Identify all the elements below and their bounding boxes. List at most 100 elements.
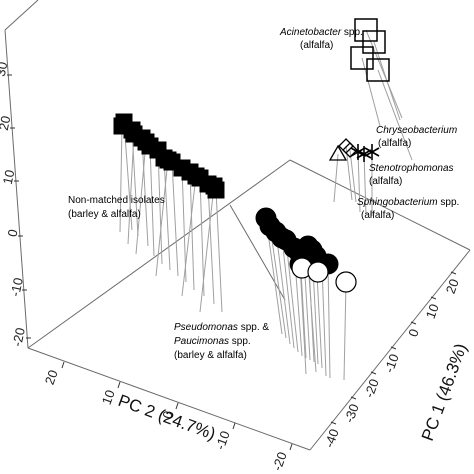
drop-line	[321, 265, 327, 377]
pc1-tick-label: -40	[321, 427, 342, 450]
annotation-plain: spp.	[438, 197, 460, 208]
open-square-marker	[362, 30, 386, 54]
pc2-tick	[232, 422, 236, 430]
drop-line	[299, 263, 307, 375]
markers	[113, 18, 390, 293]
asterisk-marker	[364, 144, 380, 160]
drop-line	[135, 141, 147, 255]
pc1-tick	[410, 321, 417, 325]
drop-line	[281, 237, 295, 349]
pc1-tick	[350, 396, 357, 400]
pc2-tick-label: 20	[42, 368, 61, 387]
pc1-tick	[370, 371, 377, 375]
annotation-chryseobacterium: Chryseobacterium (alfalfa)	[376, 125, 457, 149]
drop-line	[199, 185, 215, 313]
drop-line	[307, 261, 317, 373]
drop-line	[171, 161, 179, 277]
pc2-tick-label: -10	[212, 429, 233, 452]
drop-line	[333, 153, 339, 203]
filled-square-marker	[187, 167, 205, 185]
drop-line	[343, 281, 347, 381]
annotation-line: (alfalfa)	[361, 210, 394, 221]
annotation-line: (barley & alfalfa)	[174, 350, 247, 361]
pc1-tick-label: -30	[341, 402, 362, 425]
drop-line	[141, 137, 149, 247]
open-square-marker	[350, 46, 374, 70]
pc3-tick-label: -10	[7, 276, 26, 298]
open-triangle-marker	[328, 144, 348, 161]
frame-floor-front-right	[309, 249, 471, 451]
pc1-tick	[330, 421, 337, 425]
annotation-plain: spp.	[229, 336, 251, 347]
pc2-tick	[61, 361, 65, 369]
annotation-line: Chryseobacterium	[376, 125, 457, 136]
drop-line	[181, 167, 187, 283]
annotation-acinetobacter: Acinetobacter spp. (alfalfa)	[279, 27, 363, 51]
drop-line	[123, 121, 133, 231]
drop-line	[357, 151, 361, 213]
annotation-line: Acinetobacter spp.	[279, 27, 363, 38]
annotation-line: (alfalfa)	[300, 40, 333, 51]
asterisk-marker	[356, 146, 372, 162]
annotation-italic: Stenotrophomonas	[369, 163, 454, 174]
drop-line	[149, 145, 155, 257]
annotation-line: (barley & alfalfa)	[68, 209, 141, 220]
open-square-marker	[366, 58, 390, 82]
drop-line	[163, 157, 171, 271]
drop-line	[269, 225, 287, 339]
annotation-sphingobacterium: Sphingobacterium spp. (alfalfa)	[357, 197, 459, 221]
open-circle-marker	[335, 271, 357, 293]
annotation-line: Pseudomonas spp. &	[174, 322, 269, 333]
filled-square-marker	[137, 133, 155, 151]
pc3-tick-labels: 30 20 10 0 -10 -20	[0, 60, 28, 347]
drop-line	[157, 149, 163, 265]
pc3-tick-label: 0	[5, 228, 21, 238]
drop-line	[349, 149, 357, 203]
frame-floor-right	[289, 159, 471, 251]
drop-line	[119, 125, 123, 233]
open-diamond-marker	[342, 142, 358, 158]
filled-square-marker	[159, 151, 177, 169]
drop-line	[127, 133, 135, 245]
drop-line	[207, 183, 215, 305]
annotation-line: (alfalfa)	[369, 176, 402, 187]
drop-line	[365, 29, 403, 119]
pc2-tick-label: 10	[99, 388, 118, 407]
tick-marks	[7, 74, 457, 451]
drop-line	[275, 231, 291, 345]
drop-line	[377, 69, 413, 161]
pc1-tick-label: 10	[423, 302, 442, 321]
drop-line	[181, 175, 197, 297]
pc1-tick-label: 0	[405, 327, 422, 339]
pc1-tick-label: -10	[381, 352, 402, 375]
drop-line	[189, 171, 195, 291]
open-square-marker	[354, 18, 378, 42]
filled-square-marker	[205, 177, 223, 195]
drop-line	[361, 57, 381, 127]
annotation-italic: Paucimonas	[174, 336, 229, 347]
annotation-pseudomonas: Pseudomonas spp. & Paucimonas spp. (barl…	[174, 322, 269, 361]
pc3-tick-label: 20	[0, 114, 13, 131]
frame-floor-front	[27, 347, 311, 451]
frame-top-edge	[4, 0, 39, 31]
annotation-italic: Chryseobacterium	[376, 125, 457, 136]
drop-line	[215, 189, 223, 313]
pc2-tick-label: -20	[269, 450, 290, 473]
annotation-plain: spp.	[341, 27, 363, 38]
pc1-tick	[430, 296, 437, 300]
annotation-plain: spp. &	[238, 322, 269, 333]
pc1-tick-label: -20	[361, 377, 382, 400]
pc2-tick-label: 0	[159, 409, 176, 421]
pc1-tick	[450, 271, 457, 275]
annotation-line: Non-matched isolates	[68, 195, 165, 206]
annotation-italic: Acinetobacter	[279, 27, 342, 38]
pc2-tick	[117, 381, 121, 389]
pc2-axis-label: PC 2 (24.7%)	[116, 391, 218, 444]
annotation-line: Paucimonas spp.	[174, 336, 251, 347]
drop-line	[327, 263, 331, 379]
frame-left-vertical	[4, 29, 29, 349]
pc1-tick-labels: 20 10 0 -10 -20 -30 -40	[321, 277, 462, 450]
annotation-italic: Sphingobacterium	[357, 197, 438, 208]
pc3-tick-label: 10	[0, 168, 17, 185]
